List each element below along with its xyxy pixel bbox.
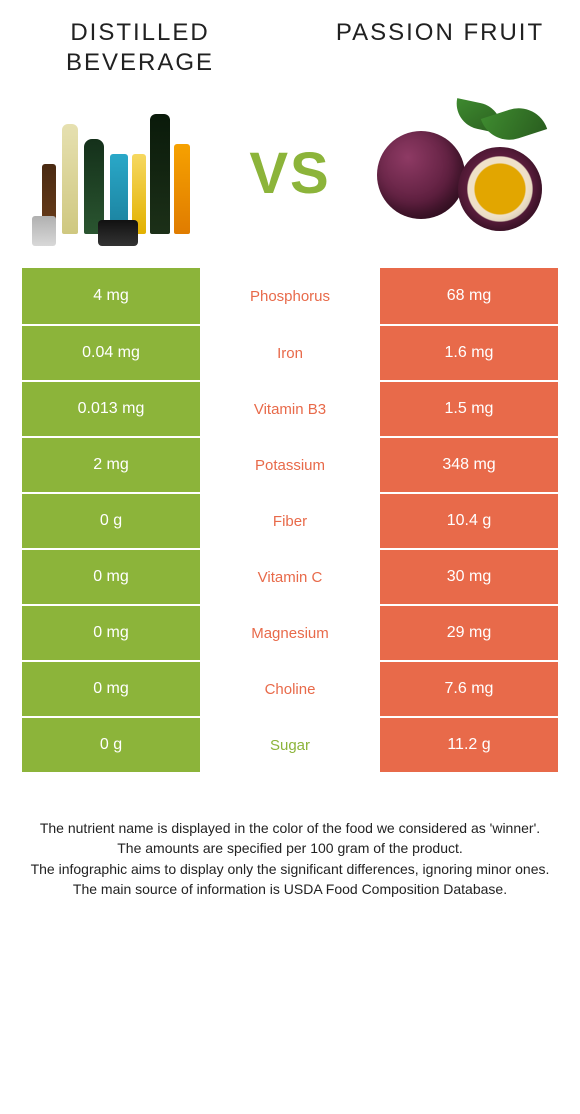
left-value: 0 g (22, 718, 202, 772)
infographic-root: DISTILLED BEVERAGE PASSION FRUIT VS 4 mg… (0, 0, 580, 899)
nutrient-label: Vitamin B3 (202, 382, 378, 436)
nutrient-label: Sugar (202, 718, 378, 772)
vs-label: VS (249, 140, 330, 207)
right-image (373, 98, 548, 248)
images-row: VS (0, 78, 580, 268)
nutrient-label: Phosphorus (202, 268, 378, 324)
right-value: 30 mg (378, 550, 558, 604)
table-row: 4 mgPhosphorus68 mg (22, 268, 558, 324)
nutrient-label: Fiber (202, 494, 378, 548)
left-value: 0 mg (22, 550, 202, 604)
table-row: 0 mgCholine7.6 mg (22, 660, 558, 716)
left-value: 2 mg (22, 438, 202, 492)
right-value: 29 mg (378, 606, 558, 660)
left-value: 0.013 mg (22, 382, 202, 436)
table-row: 0.04 mgIron1.6 mg (22, 324, 558, 380)
right-value: 11.2 g (378, 718, 558, 772)
nutrient-label: Magnesium (202, 606, 378, 660)
bottles-icon (32, 101, 207, 246)
right-value: 7.6 mg (378, 662, 558, 716)
footnote-line: The amounts are specified per 100 gram o… (20, 838, 560, 858)
table-row: 0 mgMagnesium29 mg (22, 604, 558, 660)
table-row: 0 mgVitamin C30 mg (22, 548, 558, 604)
left-value: 4 mg (22, 268, 202, 324)
right-value: 10.4 g (378, 494, 558, 548)
nutrient-table: 4 mgPhosphorus68 mg0.04 mgIron1.6 mg0.01… (22, 268, 558, 772)
left-value: 0 g (22, 494, 202, 548)
header: DISTILLED BEVERAGE PASSION FRUIT (0, 0, 580, 78)
left-value: 0 mg (22, 662, 202, 716)
right-value: 68 mg (378, 268, 558, 324)
footnotes: The nutrient name is displayed in the co… (20, 818, 560, 899)
footnote-line: The nutrient name is displayed in the co… (20, 818, 560, 838)
nutrient-label: Vitamin C (202, 550, 378, 604)
table-row: 2 mgPotassium348 mg (22, 436, 558, 492)
left-value: 0 mg (22, 606, 202, 660)
right-value: 1.6 mg (378, 326, 558, 380)
table-row: 0 gSugar11.2 g (22, 716, 558, 772)
right-value: 348 mg (378, 438, 558, 492)
title-left: DISTILLED BEVERAGE (30, 18, 250, 78)
footnote-line: The main source of information is USDA F… (20, 879, 560, 899)
nutrient-label: Choline (202, 662, 378, 716)
right-value: 1.5 mg (378, 382, 558, 436)
nutrient-label: Potassium (202, 438, 378, 492)
passion-fruit-icon (373, 103, 548, 243)
title-right: PASSION FRUIT (330, 18, 550, 78)
left-image (32, 98, 207, 248)
table-row: 0 gFiber10.4 g (22, 492, 558, 548)
left-value: 0.04 mg (22, 326, 202, 380)
footnote-line: The infographic aims to display only the… (20, 859, 560, 879)
nutrient-label: Iron (202, 326, 378, 380)
table-row: 0.013 mgVitamin B31.5 mg (22, 380, 558, 436)
